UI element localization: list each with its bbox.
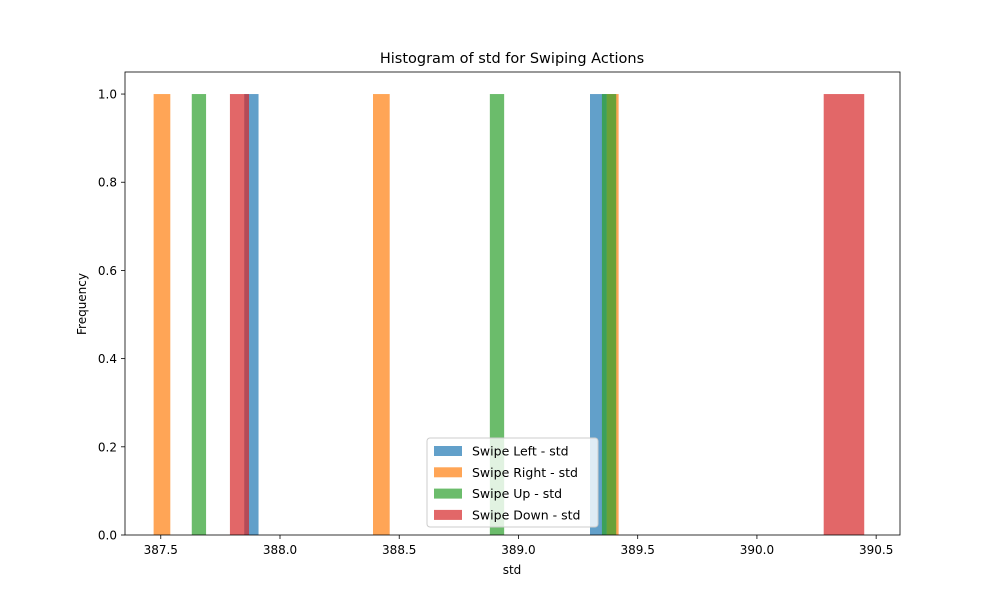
x-axis: 387.5 388.0 388.5 389.0 389.5 390.0 390.5	[144, 535, 893, 557]
y-axis-label: Frequency	[75, 273, 89, 335]
bars-layer	[153, 94, 865, 536]
legend-label: Swipe Left - std	[472, 444, 569, 459]
bar-series-2-bin-0	[191, 94, 207, 536]
x-tick-label: 389.0	[501, 543, 535, 557]
bar-series-2-bin-1	[489, 94, 505, 536]
y-tick-label: 0.8	[98, 176, 117, 190]
plot-frame	[124, 71, 901, 536]
x-tick-label: 390.5	[859, 543, 893, 557]
legend-label: Swipe Up - std	[472, 486, 562, 501]
x-tick-label: 387.5	[144, 543, 178, 557]
x-tick-label: 390.0	[740, 543, 774, 557]
legend-swatch	[434, 509, 462, 520]
legend-swatch	[434, 446, 462, 456]
bar-series-3-bin-1	[823, 94, 865, 536]
x-tick-label: 388.0	[263, 543, 297, 557]
y-tick-label: 0.6	[98, 264, 117, 278]
x-tick-label: 388.5	[382, 543, 416, 557]
chart-title: Histogram of std for Swiping Actions	[380, 51, 644, 67]
bar-series-3-bin-0	[229, 94, 249, 536]
y-tick-label: 0.0	[98, 529, 117, 543]
legend-box	[426, 437, 599, 528]
x-tick-label: 389.5	[621, 543, 655, 557]
y-tick-label: 1.0	[98, 88, 117, 102]
legend: Swipe Left - std Swipe Right - std Swipe U…	[426, 437, 599, 528]
legend-swatch	[434, 467, 462, 478]
bar-series-2-bin-2	[601, 94, 617, 536]
x-axis-label: std	[503, 563, 522, 577]
bar-series-1-bin-0	[153, 94, 171, 536]
y-axis: 0.0 0.2 0.4 0.6 0.8 1.0	[98, 88, 125, 543]
legend-label: Swipe Right - std	[472, 465, 578, 480]
legend-swatch	[434, 488, 462, 499]
y-tick-label: 0.4	[98, 352, 117, 366]
y-tick-label: 0.2	[98, 440, 117, 454]
legend-label: Swipe Down - std	[472, 507, 580, 522]
bar-series-1-bin-1	[373, 94, 390, 536]
